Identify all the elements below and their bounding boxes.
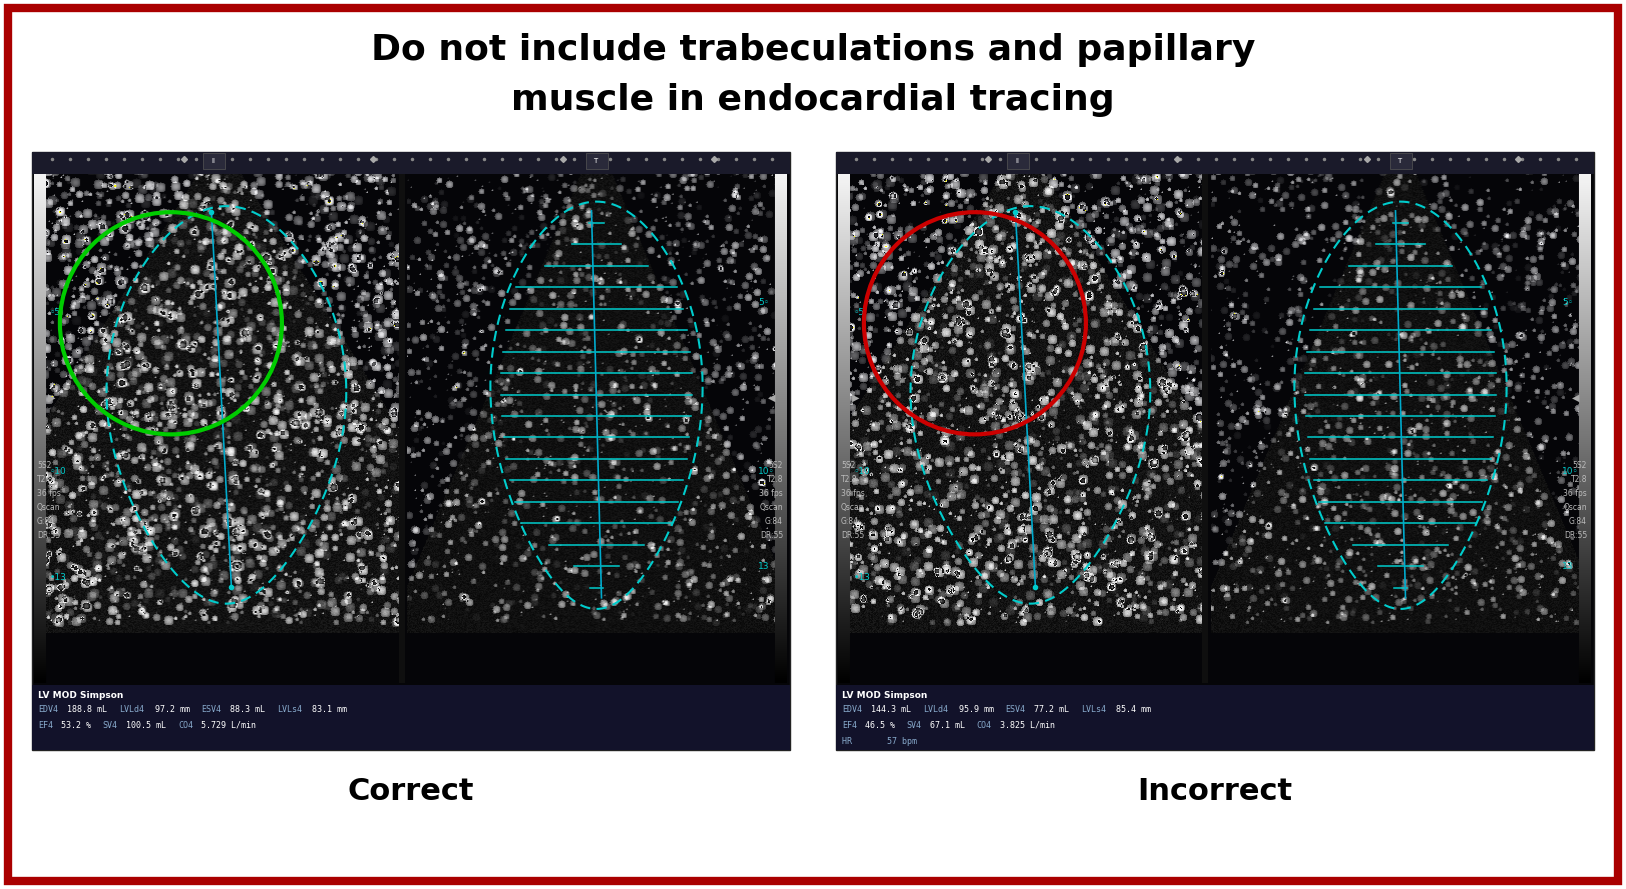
Text: 144.3 mL: 144.3 mL (872, 705, 911, 714)
Text: LV MOD Simpson: LV MOD Simpson (37, 691, 124, 700)
Text: •13: •13 (50, 573, 67, 581)
Text: II: II (1015, 158, 1020, 164)
Text: HR       57 bpm: HR 57 bpm (842, 737, 917, 746)
Bar (836, 685, 1593, 750)
Text: Incorrect: Incorrect (1138, 778, 1293, 806)
Text: ◦5: ◦5 (50, 308, 62, 317)
Text: 36 fps: 36 fps (37, 489, 60, 498)
Text: ▶: ▶ (852, 392, 860, 403)
Text: EF4: EF4 (842, 721, 857, 730)
Text: G:84: G:84 (37, 517, 55, 525)
Text: ◦10: ◦10 (854, 467, 872, 476)
Text: 85.4 mm: 85.4 mm (1115, 705, 1151, 714)
Text: DR:55: DR:55 (37, 531, 60, 540)
Text: II: II (211, 158, 215, 164)
Text: T2.8: T2.8 (37, 475, 54, 484)
Text: Qscan: Qscan (759, 503, 784, 512)
Text: 3.825 L/min: 3.825 L/min (1000, 721, 1055, 730)
Text: G:84: G:84 (841, 517, 859, 525)
Text: 46.5 %: 46.5 % (865, 721, 896, 730)
Text: EDV4: EDV4 (842, 705, 862, 714)
Text: Qscan: Qscan (841, 503, 865, 512)
Text: ◦5: ◦5 (854, 308, 865, 317)
Bar (585, 153, 608, 169)
Text: T2.8: T2.8 (1571, 475, 1587, 484)
Text: DR:55: DR:55 (1564, 531, 1587, 540)
Text: Correct: Correct (348, 778, 475, 806)
Text: 188.8 mL: 188.8 mL (67, 705, 107, 714)
Text: •13: •13 (854, 573, 872, 581)
Text: T2.8: T2.8 (766, 475, 784, 484)
Text: 5S2: 5S2 (1572, 461, 1587, 469)
Text: LVLd4: LVLd4 (120, 705, 145, 714)
Text: LV MOD Simpson: LV MOD Simpson (842, 691, 927, 700)
Bar (33, 685, 790, 750)
Text: 5◦: 5◦ (1563, 298, 1572, 307)
Text: LVLd4: LVLd4 (924, 705, 948, 714)
Text: LVLs4: LVLs4 (276, 705, 302, 714)
Text: 5S2: 5S2 (37, 461, 52, 469)
Text: 67.1 mL: 67.1 mL (930, 721, 964, 730)
Text: 13: 13 (758, 562, 769, 571)
Text: EF4: EF4 (37, 721, 54, 730)
Text: 100.5 mL: 100.5 mL (125, 721, 166, 730)
Text: 36 fps: 36 fps (1563, 489, 1587, 498)
Bar (1006, 153, 1029, 169)
Text: ◀: ◀ (1572, 392, 1579, 403)
Text: G:84: G:84 (1569, 517, 1587, 525)
Text: 5S2: 5S2 (841, 461, 855, 469)
Text: ◦10: ◦10 (50, 467, 67, 476)
Text: DR:55: DR:55 (841, 531, 865, 540)
Text: muscle in endocardial tracing: muscle in endocardial tracing (511, 83, 1115, 117)
Text: SV4: SV4 (906, 721, 922, 730)
Text: DR:55: DR:55 (759, 531, 784, 540)
Text: Do not include trabeculations and papillary: Do not include trabeculations and papill… (371, 33, 1255, 67)
Text: 10◦: 10◦ (1563, 467, 1579, 476)
Text: CO4: CO4 (976, 721, 992, 730)
Text: 97.2 mm: 97.2 mm (154, 705, 190, 714)
Text: SV4: SV4 (102, 721, 117, 730)
Text: 5.729 L/min: 5.729 L/min (202, 721, 257, 730)
Text: ◀: ◀ (767, 392, 776, 403)
Text: 13: 13 (1563, 562, 1574, 571)
Bar (1390, 153, 1411, 169)
Bar (33, 152, 790, 174)
Text: ESV4: ESV4 (1005, 705, 1026, 714)
Text: T2.8: T2.8 (841, 475, 857, 484)
Text: EDV4: EDV4 (37, 705, 59, 714)
Text: 77.2 mL: 77.2 mL (1034, 705, 1070, 714)
Bar (203, 153, 224, 169)
Text: G:84: G:84 (764, 517, 784, 525)
Text: 10◦: 10◦ (758, 467, 774, 476)
Text: 83.1 mm: 83.1 mm (312, 705, 346, 714)
Bar (836, 152, 1593, 174)
Text: 36 fps: 36 fps (841, 489, 865, 498)
Text: 5S2: 5S2 (769, 461, 784, 469)
Text: T: T (1397, 158, 1402, 164)
Text: 88.3 mL: 88.3 mL (231, 705, 265, 714)
Text: ESV4: ESV4 (202, 705, 221, 714)
Text: Qscan: Qscan (1563, 503, 1587, 512)
Text: CO4: CO4 (177, 721, 193, 730)
Text: LVLs4: LVLs4 (1081, 705, 1106, 714)
Text: 95.9 mm: 95.9 mm (959, 705, 993, 714)
Text: 53.2 %: 53.2 % (62, 721, 91, 730)
Text: Qscan: Qscan (37, 503, 60, 512)
Text: 36 fps: 36 fps (759, 489, 784, 498)
Text: 5◦: 5◦ (758, 298, 769, 307)
Bar (836, 152, 1593, 750)
Bar (33, 152, 790, 750)
Text: ▶: ▶ (49, 392, 55, 403)
Text: T: T (593, 158, 598, 164)
